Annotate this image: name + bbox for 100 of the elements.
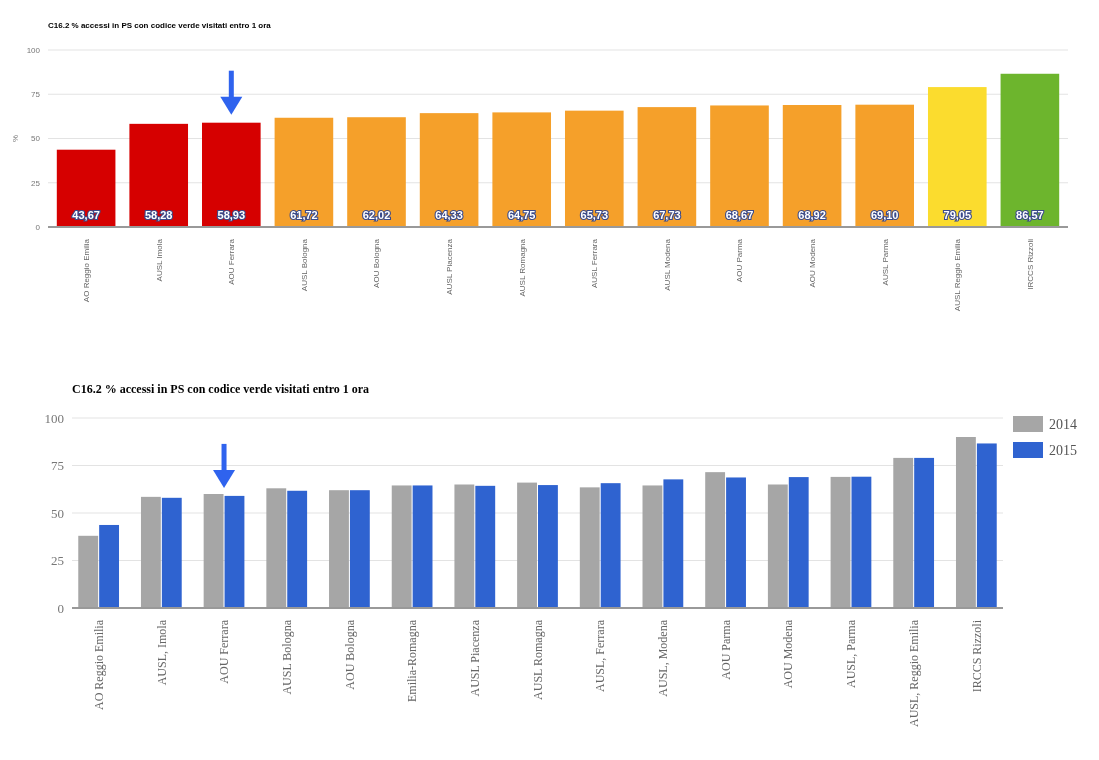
bar (202, 122, 261, 227)
x-tick-label: AUSL, Parma (844, 619, 859, 688)
bar (274, 117, 334, 227)
x-tick-label: AOU Modena (807, 238, 817, 288)
x-tick-label: AUSL, Reggio Emilia (906, 619, 921, 727)
data-label: 43,67 (72, 209, 100, 221)
bar (782, 105, 842, 227)
bar (726, 477, 746, 608)
chart-title: C16.2 % accessi in PS con codice verde visitati entro 1 ora (48, 21, 272, 30)
bar (1000, 73, 1060, 227)
data-label: 58,93 (217, 209, 246, 221)
x-tick-label: AOU Ferrara (227, 238, 237, 285)
bar (99, 524, 120, 608)
data-label: 68,67 (725, 209, 754, 221)
y-tick-label: 0 (57, 600, 64, 616)
bar (419, 113, 479, 227)
legend-label: 2015 (1049, 442, 1077, 458)
y-tick-label: 100 (44, 410, 64, 426)
data-label: 61,72 (290, 209, 318, 221)
bar (705, 472, 726, 608)
bar (454, 484, 475, 608)
x-tick-label: AOU Bologna (342, 619, 357, 690)
x-tick-label: AUSL Imola (154, 238, 164, 282)
y-tick-label: 100 (26, 45, 41, 55)
x-tick-label: AUSL, Ferrara (593, 619, 608, 692)
x-tick-label: AO Reggio Emilia (81, 238, 91, 303)
bar (642, 485, 663, 608)
data-label: 86,57 (1016, 209, 1044, 221)
data-label: 65,73 (580, 209, 609, 221)
bar (600, 483, 621, 608)
x-tick-label: AUSL Bologna (299, 238, 309, 292)
data-label: 69,10 (870, 209, 899, 221)
bar (579, 487, 600, 608)
bar (564, 110, 624, 227)
y-tick-label: 0 (35, 222, 41, 232)
bar (287, 490, 308, 608)
x-tick-label: AUSL Romagna (530, 619, 545, 700)
bar (224, 495, 245, 608)
y-tick-label: 50 (31, 134, 41, 144)
bar (893, 457, 914, 608)
legend-label: 2014 (1049, 416, 1077, 432)
y-tick-label: 25 (31, 178, 41, 188)
bar (129, 123, 189, 227)
x-tick-label: AUSL Ferrara (590, 238, 600, 289)
x-tick-label: AO Reggio Emilia (91, 619, 106, 710)
bar (161, 497, 182, 608)
bar (637, 107, 697, 227)
x-tick-label: AOU Parma (735, 238, 745, 283)
bar (927, 87, 987, 227)
x-tick-label: AOU Bologna (372, 238, 382, 288)
x-tick-label: AUSL Piacenza (444, 238, 454, 295)
bar (855, 104, 914, 227)
y-axis-title: % (11, 134, 20, 143)
x-tick-label: AOU Modena (781, 619, 796, 689)
bar (391, 485, 412, 608)
y-tick-label: 75 (51, 458, 64, 474)
data-label: 62,02 (362, 209, 391, 221)
x-tick-label: AUSL Modena (662, 238, 672, 291)
x-tick-label: AUSL Parma (880, 238, 890, 286)
bar (492, 112, 552, 227)
y-tick-label: 25 (51, 553, 64, 569)
bar (140, 496, 161, 608)
bar (412, 485, 433, 608)
bar (56, 149, 116, 227)
x-tick-label: AOU Ferrara (217, 619, 232, 684)
x-tick-label: IRCCS Rizzoli (969, 619, 984, 693)
data-label: 67,73 (653, 209, 681, 221)
bar (976, 443, 997, 608)
bar (349, 490, 370, 608)
bar (955, 437, 976, 608)
bar (830, 476, 851, 608)
bar (203, 494, 224, 608)
bar (347, 117, 406, 227)
data-label: 64,33 (435, 209, 463, 221)
bar (266, 488, 287, 608)
bar (78, 535, 99, 608)
x-tick-label: Emilia-Romagna (405, 619, 420, 702)
bar (475, 485, 496, 608)
x-tick-label: IRCCS Rizzoli (1025, 238, 1035, 290)
bar (517, 482, 537, 608)
chart-title: C16.2 % accessi in PS con codice verde visitati entro 1 ora (72, 382, 370, 396)
bar (851, 476, 872, 608)
data-label: 68,92 (798, 209, 826, 221)
y-tick-label: 50 (51, 505, 64, 521)
data-label: 58,28 (144, 209, 173, 221)
x-tick-label: AUSL Romagna (517, 238, 527, 297)
bar (710, 105, 769, 227)
bar (767, 484, 788, 608)
bar (914, 457, 935, 608)
bar (538, 485, 558, 608)
bar (329, 490, 349, 608)
x-tick-label: AUSL, Imola (154, 619, 169, 686)
data-label: 64,75 (507, 209, 536, 221)
bar (788, 477, 809, 608)
x-tick-label: AUSL, Modena (656, 619, 671, 697)
data-label: 79,05 (943, 209, 972, 221)
bar (663, 479, 684, 608)
x-tick-label: AUSL Reggio Emilia (953, 238, 963, 312)
x-tick-label: AUSL Bologna (279, 619, 294, 695)
x-tick-label: AUSL Piacenza (468, 619, 483, 697)
